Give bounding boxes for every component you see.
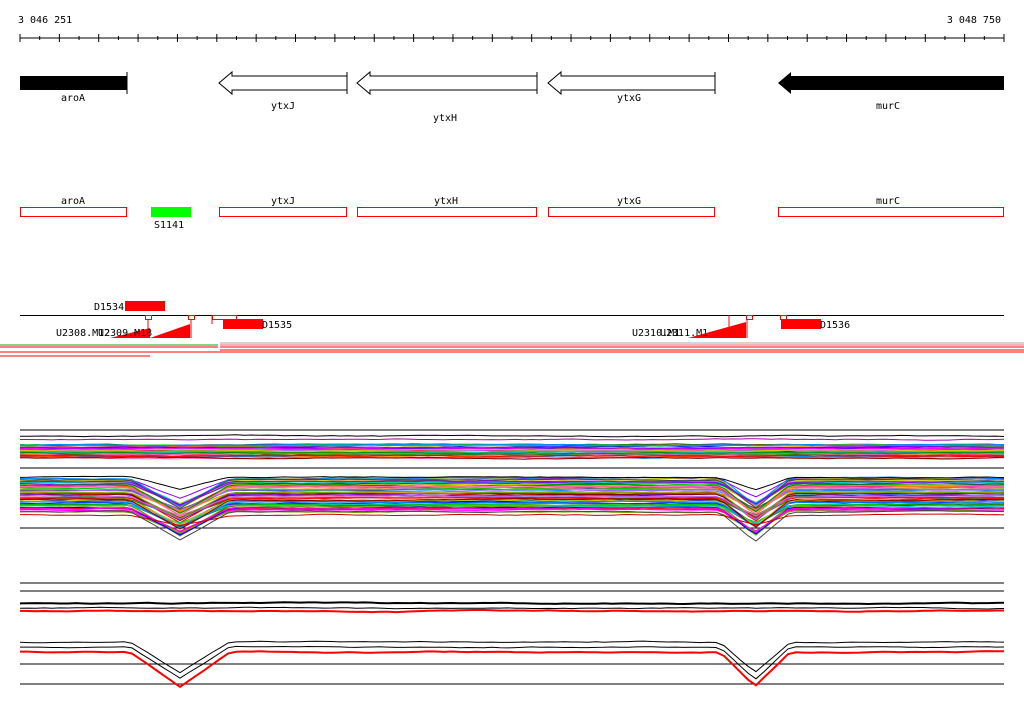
profile-line [19, 453, 1005, 457]
feature-U2308-wedge[interactable] [110, 328, 150, 338]
feature-label: D1535 [262, 320, 292, 331]
profile-line [19, 601, 1005, 606]
gene-label: ytxG [617, 93, 641, 104]
profile-line [19, 451, 1005, 455]
gene-murC-arrow[interactable] [778, 72, 1004, 94]
profile-line [19, 478, 1004, 510]
gene-label: murC [876, 101, 900, 112]
profile-line [19, 456, 1005, 460]
profile-line [19, 606, 1005, 610]
feature-label: U2308.M12 [56, 328, 110, 339]
coord-start-label: 3 046 251 [18, 15, 72, 26]
profile-line [19, 494, 1005, 521]
expression-track-summary [19, 582, 1005, 689]
gene-track: aroA ytxJ ytxH ytxG murC [20, 70, 1004, 124]
gene-ytxJ-arrow[interactable] [218, 70, 348, 96]
feature-label: U2309.M18 [98, 328, 152, 339]
region-track: aroA ytxJ ytxH ytxG murC S1141 [20, 196, 1004, 231]
profile-line [19, 497, 1005, 519]
region-ytxH-box[interactable] [357, 207, 537, 217]
gene-label: ytxH [433, 113, 457, 124]
summary-profile-lines [19, 601, 1005, 689]
profile-line [19, 454, 1005, 458]
coord-end-label: 3 048 750 [947, 15, 1001, 26]
feature-U2310-wedge[interactable] [688, 322, 746, 338]
feature-U2309-wedge[interactable] [150, 324, 190, 338]
gene-label: ytxJ [271, 101, 295, 112]
feature-tick-marks [145, 315, 787, 338]
profile-line [19, 491, 1005, 520]
gene-ytxG-arrow[interactable] [547, 70, 716, 96]
feature-D1536-box[interactable] [781, 319, 821, 329]
profile-line [19, 480, 1005, 506]
gene-aroA-arrow[interactable] [20, 76, 127, 90]
profile-line [19, 484, 1005, 516]
coordinate-axis: 3 046 251 3 048 750 [18, 15, 1005, 42]
feature-label: U2311.M1 [660, 328, 708, 339]
gene-ytxH-arrow[interactable] [356, 70, 538, 96]
region-ytxG-box[interactable] [548, 207, 715, 217]
profile-line [19, 447, 1004, 451]
feature-D1535-box[interactable] [223, 319, 263, 329]
axis-ticks [19, 34, 1005, 42]
profile-line [19, 448, 1005, 452]
profile-line [20, 434, 1005, 438]
expression-track-multi [19, 429, 1005, 542]
profile-line [20, 645, 1005, 680]
region-label: ytxH [434, 196, 458, 207]
site-label: S1141 [154, 220, 184, 231]
region-label: aroA [61, 196, 85, 207]
profile-line [20, 500, 1005, 529]
region-label: ytxG [617, 196, 641, 207]
profile-line [19, 498, 1004, 530]
coverage-band [0, 342, 1024, 357]
region-aroA-box[interactable] [20, 207, 127, 217]
profile-line [20, 506, 1005, 532]
profile-line [19, 475, 1005, 491]
feature-label: D1534 [94, 302, 124, 313]
site-S1141-box[interactable] [151, 207, 191, 217]
region-label: murC [876, 196, 900, 207]
profile-line [19, 508, 1005, 535]
profile-line [19, 505, 1005, 537]
multi-profile-lines [19, 434, 1005, 542]
feature-track: D1534 D1535 D1536 U2308.M12 U2309.M18 U2… [20, 301, 1004, 339]
profile-line [19, 510, 1005, 542]
feature-D1534-box[interactable] [125, 301, 165, 311]
feature-label: D1536 [820, 320, 850, 331]
profile-line [19, 487, 1004, 511]
profile-line [19, 445, 1004, 449]
profile-line [20, 650, 1004, 689]
gene-label: aroA [61, 93, 85, 104]
feature-label: U2310.M1 [632, 328, 680, 339]
profile-line [20, 438, 1005, 441]
profile-line [20, 513, 1005, 526]
profile-line [19, 640, 1005, 674]
profile-line [19, 608, 1004, 614]
profile-line [19, 443, 1005, 447]
region-label: ytxJ [271, 196, 295, 207]
profile-line [19, 493, 1005, 522]
region-murC-box[interactable] [778, 207, 1004, 217]
region-ytxJ-box[interactable] [219, 207, 347, 217]
